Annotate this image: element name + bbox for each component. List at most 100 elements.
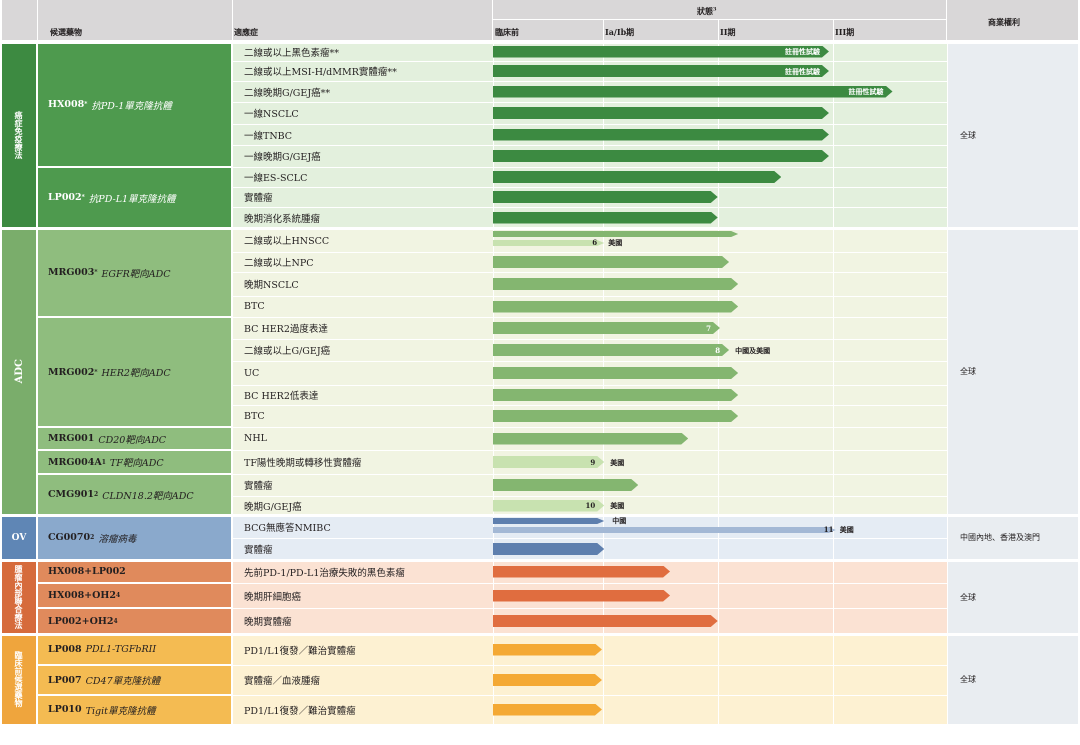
column-divider — [718, 42, 719, 724]
progress-bar — [493, 150, 829, 162]
indication-label: 晚期消化系統腫瘤 — [244, 213, 321, 225]
drug-footnote: * — [94, 368, 98, 376]
progress-bar — [493, 86, 893, 98]
row-divider — [233, 537, 947, 539]
indication-label: 實體瘤 — [244, 481, 273, 492]
drug-divider — [38, 426, 233, 428]
drug-candidate: MRG002 * HER2靶向ADC — [38, 317, 231, 427]
row-divider — [233, 251, 947, 253]
drug-footnote: 1 — [101, 458, 106, 466]
commercial-rights-cell: 全球 — [947, 228, 1078, 515]
indication-label: BCG無應答NMIBC — [244, 522, 331, 534]
commercial-rights-cell: 中國內地、香港及澳門 — [947, 515, 1078, 560]
commercial-rights-cell: 全球 — [947, 560, 1078, 634]
category-adc: ADC — [2, 228, 36, 515]
drug-description: TF靶向ADC — [109, 458, 164, 469]
progress-bar-label: 10 — [585, 501, 596, 510]
drug-footnote: * — [81, 194, 85, 201]
drug-divider — [38, 473, 233, 475]
commercial-rights-cell: 全球 — [947, 42, 1078, 228]
section-divider — [0, 226, 1078, 230]
drug-divider — [38, 166, 233, 168]
row-divider — [233, 495, 947, 497]
drug-description: 溶瘤病毒 — [98, 533, 137, 545]
category-label: ADC — [13, 359, 25, 384]
indication-label: BC HER2過度表達 — [244, 324, 328, 335]
progress-region-note: 美國 — [839, 525, 854, 534]
drug-footnote: * — [94, 269, 98, 276]
progress-bar — [493, 322, 720, 334]
indication-label: 二線或以上NPC — [244, 258, 314, 269]
indication-label: 二線或以上G/GEJ癌 — [244, 346, 331, 357]
drug-code: LP007 — [48, 674, 82, 686]
drug-divider — [38, 449, 233, 451]
indication-label: 實體瘤／血液腫瘤 — [244, 676, 321, 687]
progress-bar — [493, 644, 602, 656]
row-divider — [233, 426, 947, 428]
row-divider — [233, 295, 947, 297]
header-drug-label: 候選藥物 — [50, 27, 82, 37]
commercial-rights-cell: 全球 — [947, 634, 1078, 724]
progress-region-note: 中國及美國 — [735, 345, 771, 355]
section-divider — [0, 558, 1078, 562]
drug-candidate: LP008 PDL1-TGFbRII — [38, 634, 231, 665]
drug-candidate: MRG001 CD20靶向ADC — [38, 427, 231, 450]
indication-label: 晚期G/GEJ癌 — [244, 501, 302, 513]
drug-code: HX008+OH2 — [48, 590, 116, 601]
row-divider — [233, 271, 947, 273]
progress-bar — [493, 389, 738, 401]
drug-divider — [38, 694, 233, 696]
row-divider — [233, 80, 947, 82]
drug-description: CD47單克隆抗體 — [85, 676, 161, 687]
header-column-separator — [37, 0, 38, 40]
row-divider — [233, 166, 947, 168]
drug-code: MRG003 — [48, 267, 95, 278]
row-divider — [233, 449, 947, 451]
drug-description: Tigit單克隆抗體 — [85, 705, 156, 717]
column-divider — [603, 42, 604, 724]
progress-bar — [493, 615, 718, 627]
indication-label: 先前PD-1/PD-L1治療失敗的黑色素瘤 — [244, 567, 405, 579]
section-divider — [0, 632, 1078, 636]
header-stage-3: II期 — [720, 27, 736, 37]
row-divider — [233, 186, 947, 188]
indication-label: 晚期NSCLC — [244, 280, 299, 291]
progress-bar-secondary — [493, 240, 604, 246]
drug-description: CD20靶向ADC — [98, 434, 167, 446]
drug-code: MRG002 — [48, 366, 95, 378]
category-label: 臨床前候選藥物 — [14, 651, 24, 707]
category-label: 腫瘤內部聯合療法 — [14, 565, 24, 629]
progress-bar-label: 註冊性試驗 — [784, 47, 820, 56]
drug-footnote: 4 — [113, 617, 118, 625]
column-divider — [947, 42, 948, 724]
progress-bar-secondary — [493, 527, 836, 533]
drug-description: 抗PD-1單克隆抗體 — [91, 100, 172, 112]
progress-bar — [493, 46, 829, 58]
progress-bar — [493, 479, 638, 491]
drug-description: HER2靶向ADC — [101, 368, 171, 379]
drug-candidate: HX008+LP002 — [38, 560, 231, 583]
header-stage-separator — [718, 19, 719, 40]
progress-bar — [493, 590, 670, 602]
drug-code: CMG901 — [48, 489, 95, 500]
indication-label: PD1/L1復發／難治實體瘤 — [244, 645, 356, 657]
drug-candidate: LP010 Tigit單克隆抗體 — [38, 695, 231, 724]
progress-bar — [493, 674, 602, 686]
drug-candidate: LP002 * 抗PD-L1單克隆抗體 — [38, 167, 231, 228]
row-divider — [233, 384, 947, 386]
indication-label: 晚期肝細胞癌 — [244, 591, 302, 603]
header-column-separator — [492, 0, 493, 40]
drug-candidate: LP002+OH2 4 — [38, 608, 231, 634]
progress-bar — [493, 212, 718, 224]
progress-bar — [493, 344, 729, 356]
indication-label: PD1/L1復發／難治實體瘤 — [244, 705, 356, 717]
indication-label: 晚期實體瘤 — [244, 617, 292, 628]
progress-footnote-label: 11 — [823, 525, 834, 534]
drug-candidate: LP007 CD47單克隆抗體 — [38, 665, 231, 695]
row-divider — [233, 316, 947, 318]
drug-footnote: * — [84, 101, 88, 108]
column-divider — [833, 42, 834, 724]
progress-bar — [493, 278, 738, 290]
progress-bar — [493, 704, 602, 716]
row-divider — [233, 473, 947, 475]
